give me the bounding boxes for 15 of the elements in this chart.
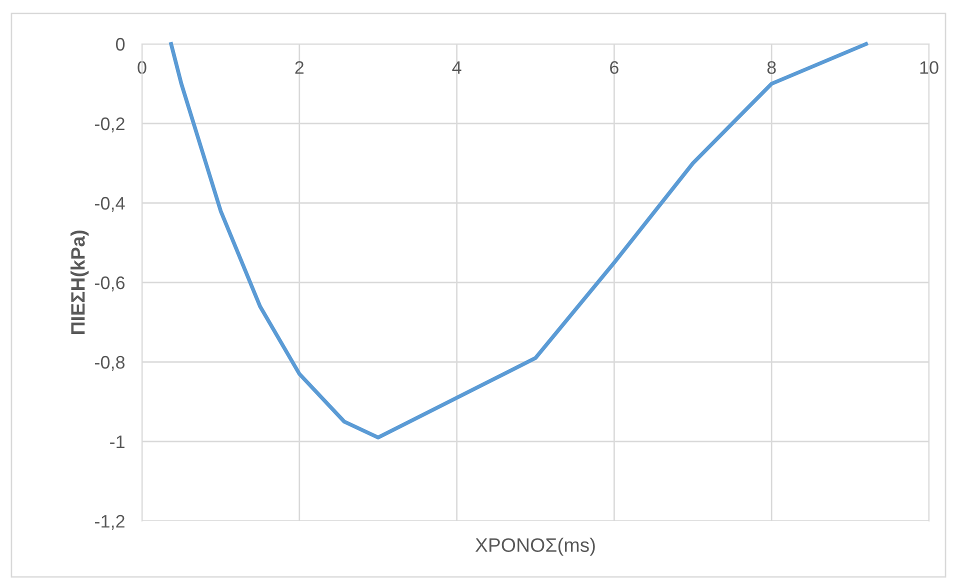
y-tick-label: -0,2 [95, 117, 124, 132]
line-series [169, 42, 868, 440]
x-tick-label: 2 [295, 61, 304, 74]
y-tick-label: -0,8 [95, 356, 125, 371]
y-tick-label: -0,6 [95, 276, 125, 292]
x-tick-label: 6 [610, 61, 618, 74]
y-tick-label: 0 [116, 38, 125, 51]
x-tick-label: 10 [920, 61, 938, 74]
y-tick-label: -1,2 [95, 514, 124, 530]
x-axis-title: ΧΡΟΝΟΣ(ms) [475, 538, 595, 556]
x-tick-label: 8 [767, 61, 776, 74]
y-tick-label: -1 [110, 436, 124, 448]
y-tick-label: -0,4 [95, 196, 125, 212]
y-axis-title: ΠΙΕΣΗ(kPa) [70, 230, 89, 334]
x-tick-label: 4 [452, 61, 462, 74]
